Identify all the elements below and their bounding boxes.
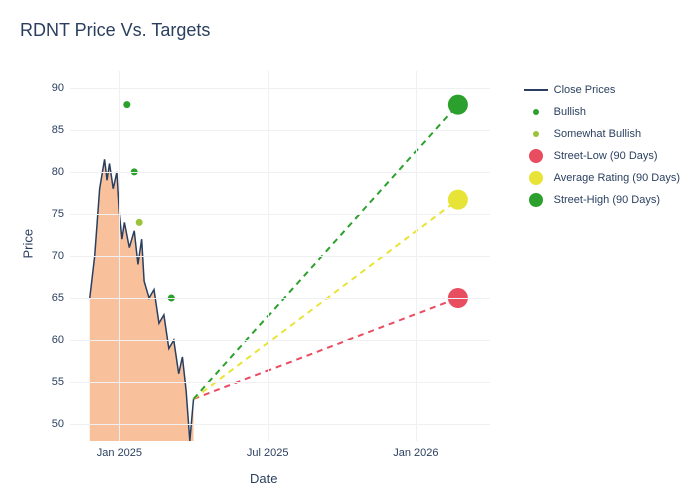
legend-label: Somewhat Bullish xyxy=(554,128,641,140)
y-tick: 50 xyxy=(52,418,70,430)
gridline-h xyxy=(70,172,490,173)
projection-marker-street_high xyxy=(448,95,468,115)
legend-label: Average Rating (90 Days) xyxy=(554,172,680,184)
y-tick: 65 xyxy=(52,292,70,304)
legend-item: Average Rating (90 Days) xyxy=(524,169,680,187)
projection-marker-average_rating xyxy=(448,190,468,210)
gridline-h xyxy=(70,340,490,341)
x-tick: Jul 2025 xyxy=(247,441,289,459)
legend-item: Street-Low (90 Days) xyxy=(524,147,680,165)
y-tick: 55 xyxy=(52,376,70,388)
bullish-point xyxy=(123,101,130,108)
gridline-h xyxy=(70,424,490,425)
legend-label: Street-Low (90 Days) xyxy=(554,150,658,162)
gridline-h xyxy=(70,130,490,131)
legend-swatch xyxy=(529,171,543,185)
legend: Close Prices Bullish Somewhat Bullish Stree… xyxy=(524,81,680,213)
legend-label: Bullish xyxy=(554,106,586,118)
projection-average_rating xyxy=(194,200,458,399)
y-tick: 90 xyxy=(52,82,70,94)
gridline-v xyxy=(119,71,120,441)
legend-swatch xyxy=(524,89,548,91)
legend-item: Bullish xyxy=(524,103,680,121)
y-tick: 80 xyxy=(52,166,70,178)
legend-item: Close Prices xyxy=(524,81,680,99)
legend-swatch xyxy=(529,193,543,207)
legend-swatch xyxy=(533,109,539,115)
gridline-h xyxy=(70,298,490,299)
legend-swatch xyxy=(533,131,539,137)
x-axis-label: Date xyxy=(250,471,277,486)
plot-area: 505560657075808590Jan 2025Jul 2025Jan 20… xyxy=(70,71,490,441)
gridline-h xyxy=(70,256,490,257)
close-prices-area xyxy=(90,159,194,441)
legend-swatch xyxy=(529,149,543,163)
y-tick: 85 xyxy=(52,124,70,136)
somewhat-bullish-point xyxy=(136,219,143,226)
y-axis-label: Price xyxy=(21,229,36,259)
gridline-h xyxy=(70,382,490,383)
projection-street_high xyxy=(194,105,458,399)
legend-label: Close Prices xyxy=(554,84,616,96)
x-tick: Jan 2025 xyxy=(97,441,142,459)
legend-label: Street-High (90 Days) xyxy=(554,194,660,206)
chart-container: RDNT Price Vs. Targets Price Date 505560… xyxy=(0,0,700,500)
gridline-h xyxy=(70,88,490,89)
y-tick: 70 xyxy=(52,250,70,262)
chart-title: RDNT Price Vs. Targets xyxy=(20,20,680,41)
x-tick: Jan 2026 xyxy=(393,441,438,459)
gridline-h xyxy=(70,214,490,215)
projection-street_low xyxy=(194,298,458,399)
gridline-v xyxy=(416,71,417,441)
y-tick: 60 xyxy=(52,334,70,346)
plot-wrapper: Price Date 505560657075808590Jan 2025Jul… xyxy=(20,51,680,491)
legend-item: Somewhat Bullish xyxy=(524,125,680,143)
y-tick: 75 xyxy=(52,208,70,220)
legend-item: Street-High (90 Days) xyxy=(524,191,680,209)
gridline-v xyxy=(268,71,269,441)
